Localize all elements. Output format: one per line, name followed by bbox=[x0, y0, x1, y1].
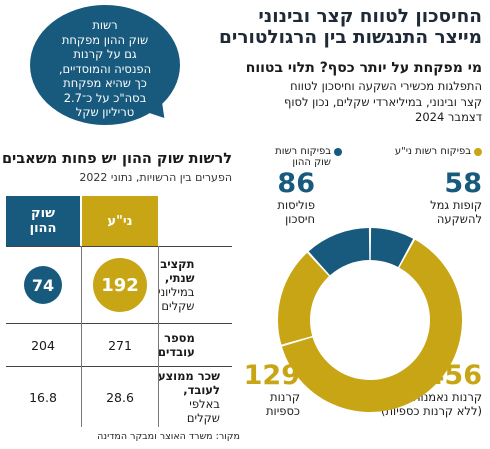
legend-label: שוק ההון bbox=[292, 157, 331, 168]
donut-slices bbox=[278, 228, 462, 412]
table-header-row: ני"ע שוק ההון bbox=[6, 196, 232, 246]
row-label-line: עובדים bbox=[158, 345, 195, 359]
row-label-line: שקלים bbox=[161, 299, 195, 313]
cell-nya: 271 bbox=[108, 337, 132, 353]
table-row: תקציב שנתי, במיליוני שקלים 192 74 bbox=[6, 247, 232, 323]
title-line-1: החיסכון לטווח קצר ובינוני bbox=[258, 6, 482, 27]
row-label: תקציב שנתי, במיליוני שקלים bbox=[158, 247, 232, 323]
cell-nya: 28.6 bbox=[106, 389, 134, 405]
column-header-shuk: שוק ההון bbox=[6, 196, 80, 246]
slice-name: (ללא קרנות כספיות) bbox=[381, 404, 482, 418]
donut-chart bbox=[278, 228, 462, 412]
speech-bubble-text: רשות שוק ההון מפקחת גם על קרנות הפנסיה ו… bbox=[38, 18, 172, 120]
row-label-line: באלפי bbox=[189, 397, 220, 411]
slice-value: 58 bbox=[444, 168, 482, 199]
row-label-line: תקציב bbox=[160, 257, 195, 271]
donut-slice-2 bbox=[278, 252, 329, 345]
slice-name: להשקעה bbox=[436, 212, 482, 226]
legend-dot-blue bbox=[334, 148, 342, 156]
column-divider bbox=[158, 246, 159, 427]
donut-slice-3 bbox=[281, 239, 462, 412]
slice-name: קרנות bbox=[270, 390, 300, 404]
donut-slice-1 bbox=[308, 228, 370, 276]
slice-label-kupot-gemel: 58 קופות גמל להשקעה bbox=[430, 168, 482, 227]
column-divider bbox=[81, 246, 82, 427]
row-label-line: מספר bbox=[164, 331, 195, 345]
bubble-line: גם על קרנות bbox=[73, 47, 137, 61]
row-divider bbox=[6, 246, 232, 247]
value-circle-gold: 192 bbox=[93, 258, 147, 312]
chart-description: התפלגות מכשירי השקעה וחיסכון לטווח קצר ו… bbox=[242, 79, 482, 126]
value-circle-blue: 74 bbox=[24, 266, 62, 304]
row-label-line: במיליוני bbox=[158, 285, 195, 299]
row-divider bbox=[6, 366, 232, 367]
speech-bubble bbox=[30, 5, 180, 125]
donut-slice-0 bbox=[370, 228, 414, 268]
cell-shuk: 204 bbox=[31, 337, 55, 353]
source-note: מקור: משרד האוצר ומבקר המדינה bbox=[97, 431, 240, 442]
cell-shuk: 74 bbox=[6, 247, 80, 323]
slice-name: פוליסות bbox=[277, 198, 315, 212]
row-label-line: שכר ממוצע bbox=[158, 369, 220, 383]
legend-dot-gold bbox=[474, 148, 482, 156]
row-label-line: לעובד, bbox=[183, 383, 220, 397]
slice-name: חיסכון bbox=[285, 212, 315, 226]
chart-description-line: דצמבר 2024 bbox=[415, 110, 482, 124]
chart-legend: בפיקוח רשות ני"ע בפיקוח רשות שוק ההון bbox=[242, 146, 482, 176]
row-label-line: שקלים bbox=[186, 411, 220, 425]
column-header-line: ההון bbox=[29, 221, 57, 236]
table-header: לרשות שוק ההון יש פחות משאבים הפערים בין… bbox=[2, 150, 232, 185]
bubble-line: טריליון שקל bbox=[75, 105, 135, 119]
chart-header: מי מפקחת על יותר כסף? תלוי בטווח התפלגות… bbox=[242, 60, 482, 126]
row-label: שכר ממוצע לעובד, באלפי שקלים bbox=[158, 367, 232, 427]
legend-label: בפיקוח רשות ני"ע bbox=[394, 146, 471, 157]
chart-question: מי מפקחת על יותר כסף? תלוי בטווח bbox=[245, 60, 482, 76]
row-label: מספר עובדים bbox=[158, 324, 232, 366]
slice-value: 86 bbox=[277, 168, 315, 199]
table-title: לרשות שוק ההון יש פחות משאבים bbox=[1, 151, 232, 167]
legend-item-nya: בפיקוח רשות ני"ע bbox=[395, 146, 482, 157]
legend-item-shuk: בפיקוח רשות שוק ההון bbox=[275, 146, 342, 168]
page-title: החיסכון לטווח קצר ובינוני מייצר התנגשות … bbox=[182, 6, 482, 48]
bubble-line: שוק ההון מפקחת bbox=[61, 32, 149, 47]
chart-description-line: התפלגות מכשירי השקעה וחיסכון לטווח bbox=[290, 79, 482, 93]
slice-label-polisot: 86 פוליסות חיסכון bbox=[277, 168, 315, 227]
bubble-line: רשות bbox=[92, 18, 118, 32]
table-subtitle: הפערים בין הרשויות, נתוני 2022 bbox=[79, 171, 232, 184]
chart-description-line: קצר ובינוני, במיליארדי שקלים, נכון לסוף bbox=[284, 94, 482, 109]
bubble-line: כך שהיא מפקחת bbox=[63, 76, 147, 90]
bubble-line: הפנסיה והמוסדיים, bbox=[58, 61, 152, 76]
cell-shuk: 16.8 bbox=[29, 389, 57, 405]
title-line-2: מייצר התנגשות בין הרגולטורים bbox=[219, 27, 482, 48]
slice-name: קופות גמל bbox=[430, 198, 482, 212]
cell-nya: 192 bbox=[82, 247, 158, 323]
table-row: מספר עובדים 271 204 bbox=[6, 324, 232, 366]
table-row: שכר ממוצע לעובד, באלפי שקלים 28.6 16.8 bbox=[6, 367, 232, 427]
legend-label: בפיקוח רשות bbox=[275, 146, 331, 157]
column-header-nya: ני"ע bbox=[82, 196, 158, 246]
column-header-line: שוק bbox=[31, 206, 55, 221]
bubble-line: בסה"כ על כ־2.7 bbox=[63, 90, 147, 105]
slice-name: כספיות bbox=[266, 404, 300, 418]
row-label-line: שנתי, bbox=[164, 271, 195, 285]
slice-name: קרנות נאמנות bbox=[413, 390, 482, 404]
slice-label-kranot-kaspiyot: 129 קרנות כספיות bbox=[244, 362, 300, 419]
row-divider bbox=[6, 323, 232, 324]
